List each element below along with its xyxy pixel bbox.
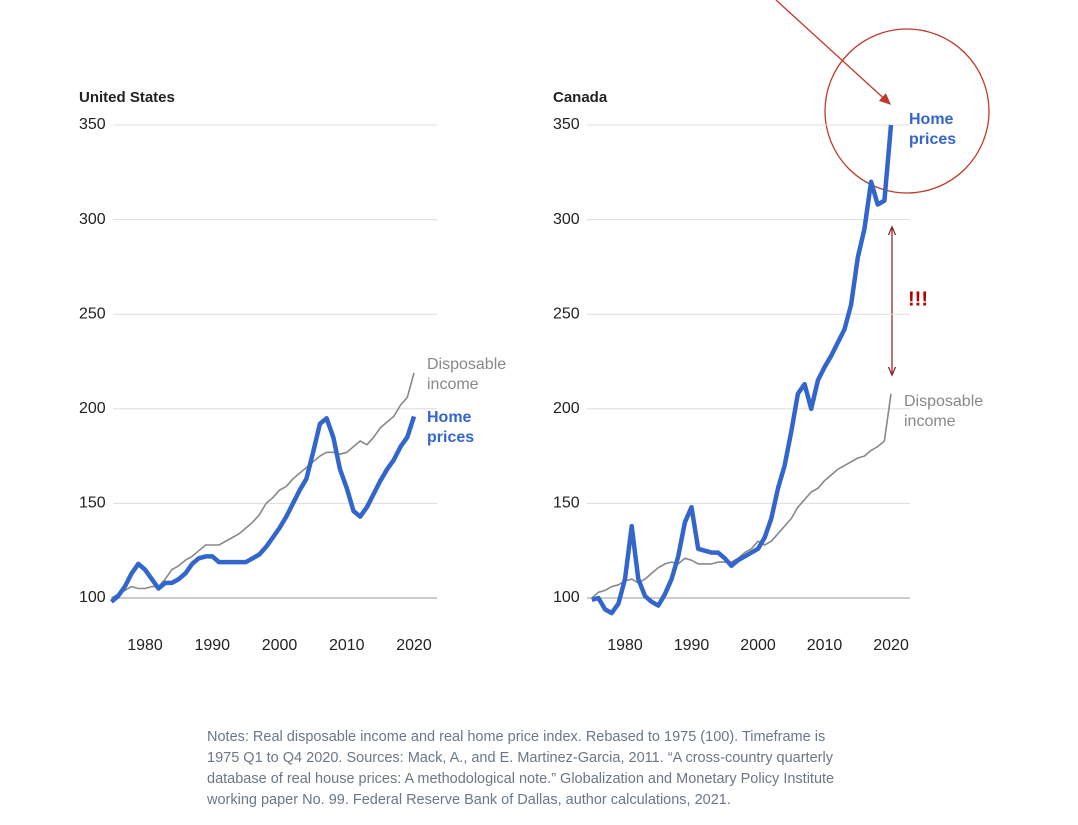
line-series [591,393,892,599]
x-tick-label: 1980 [607,637,643,654]
x-tick-label: 1990 [194,637,230,654]
y-tick-label: 200 [79,400,106,417]
y-tick-label: 350 [79,116,106,133]
y-tick-label: 250 [553,305,580,322]
x-tick-label: 2000 [740,637,776,654]
x-tick-label: 2010 [329,637,365,654]
annotation: !!! [908,288,928,310]
series-label: Disposable income [904,393,984,430]
y-tick-label: 300 [79,211,106,228]
y-tick-label: 100 [79,589,106,606]
series-label: Home prices [909,111,957,148]
y-tick-label: 200 [553,400,580,417]
x-tick-label: 1980 [127,637,163,654]
chart-title: United States [79,89,175,106]
x-tick-label: 2020 [873,637,909,654]
y-tick-label: 100 [553,589,580,606]
notes: Notes: Real disposable income and real h… [207,729,835,808]
y-tick-label: 150 [79,495,106,512]
series-label: Home prices [427,409,475,446]
line-series [109,415,417,604]
y-tick-label: 150 [553,495,580,512]
x-tick-label: 2010 [807,637,843,654]
y-tick-label: 250 [79,305,106,322]
y-tick-label: 350 [553,116,580,133]
pointer-arrow [775,0,891,105]
y-tick-label: 300 [553,211,580,228]
line-series [591,124,894,616]
series-label: Disposable income [427,356,507,393]
x-tick-label: 2020 [396,637,432,654]
chart-title: Canada [553,89,608,106]
x-tick-label: 2000 [262,637,298,654]
line-series [111,372,415,599]
x-tick-label: 1990 [674,637,710,654]
highlight-circle [824,28,990,194]
